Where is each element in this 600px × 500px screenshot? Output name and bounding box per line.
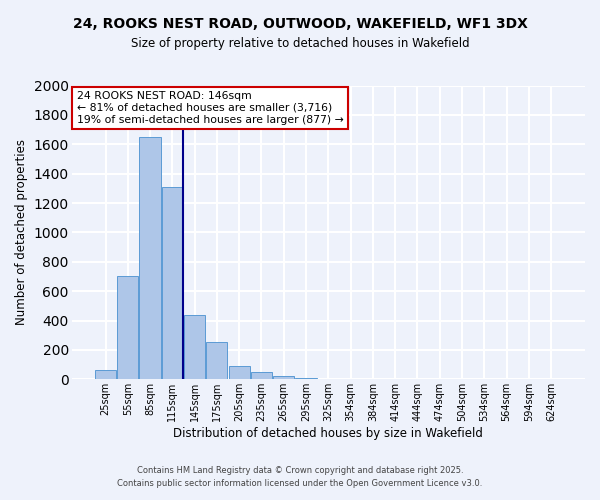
Bar (95, 370, 116, 380)
Bar (117, 276, 139, 380)
Bar (295, 378, 317, 380)
Bar (139, 137, 161, 380)
Text: Contains HM Land Registry data © Crown copyright and database right 2025.
Contai: Contains HM Land Registry data © Crown c… (118, 466, 482, 487)
Y-axis label: Number of detached properties: Number of detached properties (15, 140, 28, 326)
X-axis label: Distribution of detached houses by size in Wakefield: Distribution of detached houses by size … (173, 427, 483, 440)
Text: Size of property relative to detached houses in Wakefield: Size of property relative to detached ho… (131, 38, 469, 51)
Bar (340, 378, 361, 380)
Bar (273, 376, 295, 380)
Text: 24 ROOKS NEST ROAD: 146sqm
← 81% of detached houses are smaller (3,716)
19% of s: 24 ROOKS NEST ROAD: 146sqm ← 81% of deta… (77, 92, 343, 124)
Bar (229, 366, 250, 380)
Bar (206, 342, 227, 380)
Bar (184, 314, 205, 380)
Bar (251, 372, 272, 380)
Bar (162, 187, 183, 380)
Text: 24, ROOKS NEST ROAD, OUTWOOD, WAKEFIELD, WF1 3DX: 24, ROOKS NEST ROAD, OUTWOOD, WAKEFIELD,… (73, 18, 527, 32)
